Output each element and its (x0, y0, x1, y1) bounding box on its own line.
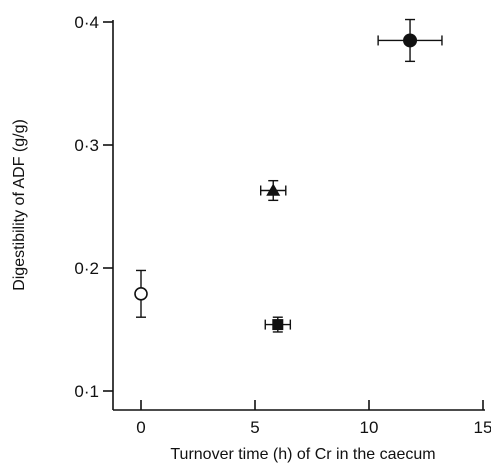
axes (112, 20, 485, 411)
data-points (134, 18, 443, 333)
x-tick-label: 10 (360, 418, 379, 437)
data-point-filled-square (264, 316, 292, 333)
x-ticks: 0 5 10 15 (136, 400, 491, 437)
filled-square-marker (272, 319, 284, 331)
x-tick-label: 15 (474, 418, 491, 437)
x-tick-label: 0 (136, 418, 145, 437)
data-point-open-circle (134, 269, 148, 318)
y-tick-label: 0·4 (74, 13, 99, 32)
filled-circle-marker (403, 33, 418, 48)
y-tick-label: 0·3 (74, 136, 99, 155)
open-circle-marker (134, 287, 148, 301)
filled-triangle-marker (266, 183, 281, 196)
x-tick-label: 5 (250, 418, 259, 437)
data-point-filled-triangle (260, 179, 287, 202)
y-axis-title: Digestibility of ADF (g/g) (11, 119, 28, 291)
y-tick-label: 0·1 (74, 382, 99, 401)
y-ticks: 0·1 0·2 0·3 0·4 (74, 13, 113, 401)
y-tick-label: 0·2 (74, 259, 99, 278)
x-axis-title: Turnover time (h) of Cr in the caecum (170, 446, 435, 463)
data-point-filled-circle (377, 18, 443, 63)
